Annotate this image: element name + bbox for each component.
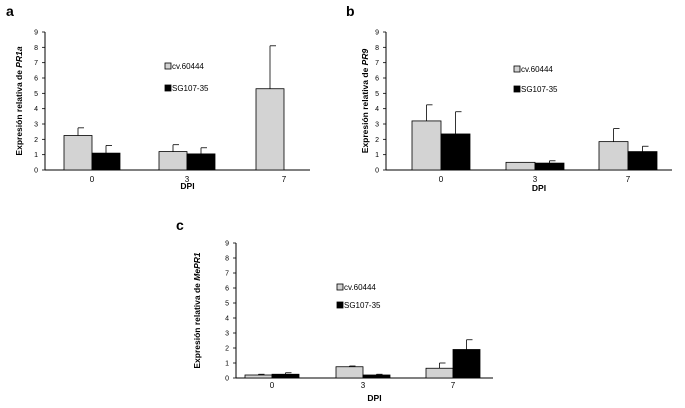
legend-label: cv.60444 [172,62,204,71]
y-tick-label: 4 [34,106,38,113]
y-tick-label: 6 [225,286,229,293]
bar-cv.60444-7 [425,367,454,379]
y-tick-label: 0 [375,168,379,175]
legend-swatch [164,62,172,70]
panel-letter: b [346,3,355,19]
bar-SG107-35-7 [627,151,658,171]
y-tick-label: 0 [34,168,38,175]
y-axis-label-prefix: Expresión relativa de [14,68,24,156]
chart-panel-a: a 0 1 2 3 4 5 6 7 8 9 0 3 7 DPI Expresión relativa de P… [6,3,310,191]
y-tick-label: 4 [225,316,229,323]
x-tick-label: 7 [626,175,631,184]
y-tick-label: 1 [34,152,38,159]
y-tick-label: 0 [225,376,229,383]
y-axis-label-gene: MePR1 [192,252,202,281]
y-tick-label: 8 [225,256,229,263]
legend-swatch [336,301,344,309]
x-tick-label: 7 [451,381,456,390]
y-axis-label-gene: PR9 [360,49,370,66]
y-tick-label: 3 [34,122,38,129]
y-tick-label: 7 [34,60,38,67]
bar-SG107-35-0 [91,152,121,171]
bar-SG107-35-3 [186,153,216,171]
x-tick-label: 7 [282,175,287,184]
bar-SG107-35-3 [362,374,391,379]
x-tick-label: 0 [270,381,275,390]
legend-label: cv.60444 [521,65,553,74]
y-tick-label: 9 [225,241,229,248]
y-tick-label: 7 [375,60,379,67]
y-tick-label: 8 [375,45,379,52]
x-tick-label: 3 [533,175,538,184]
y-axis-label-gene: PR1a [14,46,24,68]
y-tick-label: 5 [34,91,38,98]
y-axis-label: Expresión relativa de PR1a [14,46,24,155]
y-tick-label: 4 [375,106,379,113]
panel-letter: a [6,3,14,19]
y-tick-label: 6 [34,76,38,83]
x-tick-label: 3 [185,175,190,184]
bar-cv.60444-0 [411,120,442,171]
bar-cv.60444-3 [158,151,188,171]
y-tick-label: 5 [225,301,229,308]
y-tick-label: 2 [225,346,229,353]
x-axis-label: DPI [180,181,194,191]
x-axis-label: DPI [367,393,381,403]
y-tick-label: 9 [375,30,379,37]
x-tick-label: 0 [90,175,95,184]
y-tick-label: 8 [34,45,38,52]
chart-panel-c: c 0 1 2 3 4 5 6 7 8 9 0 3 7 DPI Expresión relativa de M… [176,217,493,403]
legend-swatch [336,283,344,291]
y-tick-label: 9 [34,30,38,37]
y-tick-label: 7 [225,271,229,278]
y-tick-label: 1 [375,152,379,159]
x-tick-label: 0 [439,175,444,184]
bar-SG107-35-7 [452,349,481,379]
bar-cv.60444-7 [255,88,285,171]
bar-cv.60444-7 [598,141,629,171]
y-tick-label: 2 [34,137,38,144]
legend-swatch [164,84,172,92]
y-axis-label: Expresión relativa de MePR1 [192,252,202,368]
bar-cv.60444-3 [505,161,536,171]
y-axis-label-prefix: Expresión relativa de [360,65,370,153]
y-axis-label: Expresión relativa de PR9 [360,49,370,154]
bar-SG107-35-3 [534,162,565,171]
x-tick-label: 3 [361,381,366,390]
legend-label: SG107-35 [344,301,381,310]
y-axis-label-prefix: Expresión relativa de [192,281,202,369]
legend-swatch [513,65,521,73]
bar-cv.60444-3 [335,366,364,379]
y-tick-label: 3 [225,331,229,338]
panel-letter: c [176,217,184,233]
legend-label: SG107-35 [521,85,558,94]
y-tick-label: 3 [375,122,379,129]
y-tick-label: 6 [375,76,379,83]
bar-SG107-35-0 [271,373,300,379]
y-tick-label: 1 [225,361,229,368]
chart-panel-b: b 0 1 2 3 4 5 6 7 8 9 0 3 7 DPI Expresión relativa de P… [346,3,672,193]
bar-cv.60444-0 [63,135,93,171]
legend-swatch [513,85,521,93]
legend-label: cv.60444 [344,283,376,292]
bar-SG107-35-0 [440,133,471,171]
y-tick-label: 2 [375,137,379,144]
x-axis-label: DPI [532,183,546,193]
bar-cv.60444-0 [244,374,273,379]
y-tick-label: 5 [375,91,379,98]
legend-label: SG107-35 [172,84,209,93]
